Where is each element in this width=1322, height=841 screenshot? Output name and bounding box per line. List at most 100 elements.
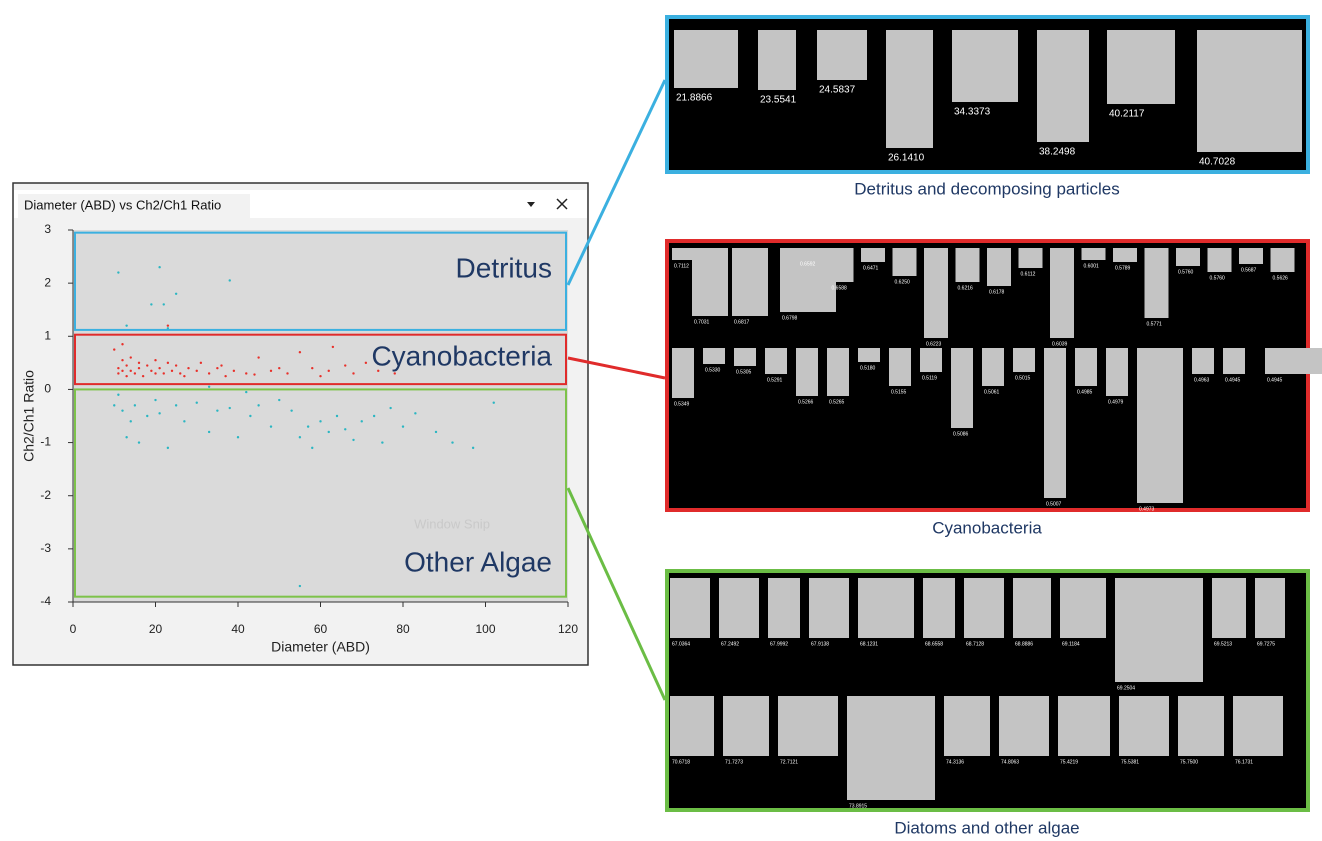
point	[166, 361, 170, 365]
particle-label: 69.7275	[1257, 641, 1275, 647]
particle-image	[1223, 348, 1245, 374]
point	[207, 385, 211, 388]
particle-label: 0.5291	[767, 377, 783, 383]
particle-image	[1233, 696, 1283, 756]
particle-image	[1060, 578, 1106, 638]
x-tick-label: 60	[314, 622, 328, 636]
point	[129, 420, 132, 423]
particle-image	[924, 248, 948, 338]
y-tick-label: -2	[40, 488, 51, 502]
particle-image	[1207, 248, 1232, 272]
particle-image	[758, 30, 796, 90]
point	[352, 438, 355, 442]
point	[228, 279, 231, 282]
particle-image	[955, 248, 980, 282]
particle-label: 0.5155	[891, 389, 907, 395]
particle-label: 0.5180	[860, 365, 876, 371]
point	[121, 409, 124, 412]
point	[150, 303, 153, 306]
particle-label: 0.6250	[895, 279, 911, 285]
particle-label: 67.0364	[672, 641, 690, 647]
point	[331, 345, 335, 349]
point	[207, 430, 211, 434]
x-tick-label: 80	[396, 622, 410, 636]
connector	[566, 79, 667, 286]
point	[389, 406, 392, 410]
particle-image	[732, 248, 768, 316]
point	[401, 425, 405, 428]
particle-image	[827, 348, 849, 396]
particle-image	[829, 248, 854, 282]
point	[414, 412, 417, 415]
region-box	[74, 388, 567, 598]
point	[253, 373, 256, 376]
point	[344, 428, 347, 431]
particle-label: 73.8915	[849, 803, 867, 809]
point	[290, 409, 293, 412]
point	[319, 374, 322, 378]
particle-label: 23.5541	[760, 95, 797, 106]
point	[121, 359, 124, 362]
close-icon[interactable]	[556, 198, 568, 210]
point	[319, 420, 322, 423]
particle-image	[798, 248, 822, 258]
x-axis-title: Diameter (ABD)	[271, 639, 370, 655]
particle-label: 0.6471	[863, 265, 879, 271]
point	[158, 412, 161, 415]
particle-image	[944, 696, 990, 756]
particle-image	[1013, 348, 1035, 372]
particle-image	[1058, 696, 1110, 756]
dropdown-icon[interactable]	[527, 202, 535, 207]
watermark: Window Snip	[414, 516, 490, 531]
point	[113, 348, 116, 351]
particle-label: 0.5760	[1210, 275, 1226, 281]
point	[207, 372, 211, 375]
particle-label: 0.4945	[1225, 377, 1241, 383]
point	[224, 374, 227, 378]
y-tick-label: -1	[40, 435, 51, 449]
particle-image	[672, 348, 694, 398]
particle-label: 0.6001	[1084, 263, 1100, 269]
region-box	[74, 231, 567, 331]
x-tick-label: 120	[558, 622, 578, 636]
particle-image	[809, 578, 849, 638]
particle-label: 70.6718	[672, 759, 690, 765]
particle-label: 0.5760	[1178, 269, 1194, 275]
particle-image	[1044, 348, 1066, 498]
point	[129, 369, 132, 373]
point	[133, 372, 137, 375]
particle-image	[923, 578, 955, 638]
particle-image	[847, 696, 935, 800]
x-tick-label: 20	[149, 622, 163, 636]
particle-label: 0.5119	[922, 375, 937, 381]
particle-label: 0.6223	[926, 341, 942, 347]
particle-label: 76.1731	[1235, 759, 1253, 765]
point	[311, 366, 314, 370]
particle-label: 0.6798	[782, 315, 798, 321]
particle-label: 0.5305	[736, 369, 752, 375]
point	[154, 359, 157, 362]
point	[372, 414, 376, 418]
connector	[567, 356, 666, 380]
region-label: Cyanobacteria	[371, 340, 552, 371]
tab[interactable]	[18, 194, 250, 218]
particle-label: 68.6558	[925, 641, 943, 647]
particle-label: 0.5771	[1147, 321, 1163, 327]
point	[216, 409, 219, 412]
particle-label: 0.5265	[829, 399, 845, 405]
particle-image	[780, 248, 836, 312]
particle-image	[1192, 348, 1214, 374]
point	[269, 425, 273, 428]
particle-image	[964, 578, 1004, 638]
particle-label: 0.5349	[674, 401, 690, 407]
point	[137, 366, 141, 370]
region-box	[74, 333, 567, 386]
point	[113, 404, 116, 407]
region-label: Other Algae	[404, 546, 552, 577]
particle-image	[778, 696, 838, 756]
particle-image	[892, 248, 917, 276]
point	[298, 351, 302, 354]
particle-label: 0.4963	[1194, 377, 1210, 383]
